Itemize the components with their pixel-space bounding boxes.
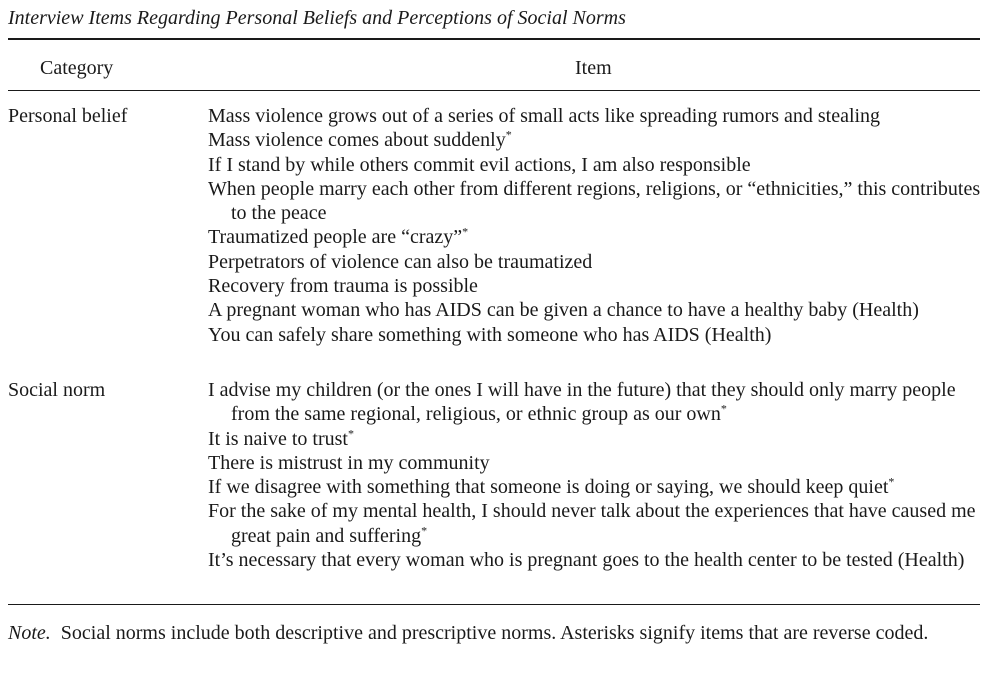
reverse-coded-marker: * <box>462 224 469 239</box>
table-item: If we disagree with something that someo… <box>208 475 983 499</box>
reverse-coded-marker: * <box>347 425 354 440</box>
item-text: I advise my children (or the ones I will… <box>208 379 956 426</box>
table-item: For the sake of my mental health, I shou… <box>208 499 983 548</box>
table-item: When people marry each other from differ… <box>208 177 983 226</box>
header-rule <box>8 90 980 91</box>
table-item: I advise my children (or the ones I will… <box>208 378 983 427</box>
note-label: Note. <box>8 622 51 644</box>
note-text: Social norms include both descriptive an… <box>60 622 929 644</box>
table-item: A pregnant woman who has AIDS can be giv… <box>208 298 983 322</box>
table-item: You can safely share something with some… <box>208 323 983 347</box>
table-item: Mass violence comes about suddenly* <box>208 128 983 152</box>
column-header-item: Item <box>575 57 612 79</box>
table-note: Note. Social norms include both descripti… <box>8 621 983 646</box>
item-text: Mass violence comes about suddenly <box>208 129 506 152</box>
category-label: Personal belief <box>8 105 128 127</box>
reverse-coded-marker: * <box>888 474 895 489</box>
table-item: Perpetrators of violence can also be tra… <box>208 250 983 274</box>
item-list: I advise my children (or the ones I will… <box>208 378 983 572</box>
item-text: There is mistrust in my community <box>208 451 490 474</box>
reverse-coded-marker: * <box>505 127 512 142</box>
bottom-rule <box>8 604 980 605</box>
item-text: A pregnant woman who has AIDS can be giv… <box>208 299 919 322</box>
item-text: If we disagree with something that someo… <box>208 476 889 499</box>
table-item: It is naive to trust* <box>208 427 983 451</box>
table-item: If I stand by while others commit evil a… <box>208 153 983 177</box>
table-caption: Interview Items Regarding Personal Belie… <box>8 7 626 29</box>
reverse-coded-marker: * <box>720 401 727 416</box>
item-list: Mass violence grows out of a series of s… <box>208 104 983 347</box>
item-text: Perpetrators of violence can also be tra… <box>208 250 593 273</box>
reverse-coded-marker: * <box>421 523 428 538</box>
item-text: Recovery from trauma is possible <box>208 275 478 298</box>
table-item: There is mistrust in my community <box>208 451 983 475</box>
table-item: It’s necessary that every woman who is p… <box>208 548 983 572</box>
table-item: Traumatized people are “crazy”* <box>208 225 983 249</box>
item-text: When people marry each other from differ… <box>208 177 981 225</box>
item-text: Mass violence grows out of a series of s… <box>208 105 881 127</box>
item-text: Traumatized people are “crazy” <box>208 226 463 249</box>
table-item: Mass violence grows out of a series of s… <box>208 104 983 128</box>
item-text: You can safely share something with some… <box>208 323 772 346</box>
category-label: Social norm <box>8 379 106 401</box>
item-text: It’s necessary that every woman who is p… <box>208 549 965 572</box>
column-header-category: Category <box>40 57 114 79</box>
item-text: It is naive to trust <box>208 427 348 450</box>
item-text: For the sake of my mental health, I shou… <box>208 500 976 547</box>
item-text: If I stand by while others commit evil a… <box>208 153 751 176</box>
table-item: Recovery from trauma is possible <box>208 274 983 298</box>
top-rule <box>8 38 980 40</box>
